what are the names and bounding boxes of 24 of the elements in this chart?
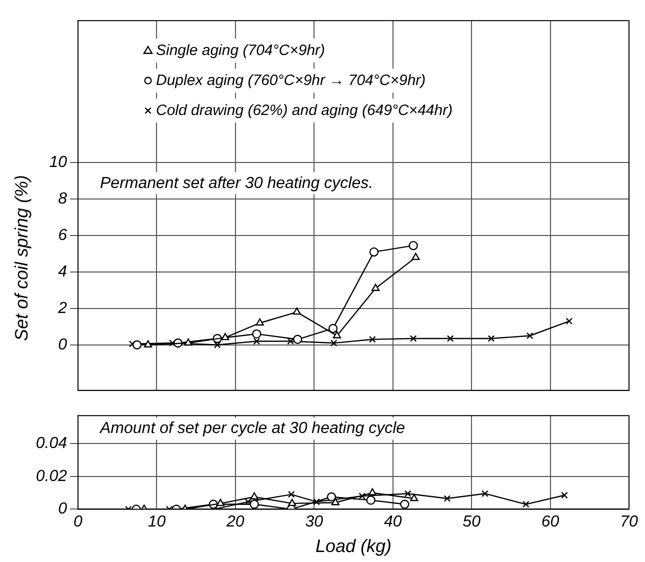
x-tick-label: 30: [305, 513, 324, 530]
y-tick-label: 0.02: [36, 468, 68, 485]
y-tick-label: 0: [58, 500, 68, 518]
y-tick-label: 8: [58, 190, 68, 208]
x-tick-label: 0: [74, 513, 83, 530]
x-tick-label: 50: [462, 513, 481, 530]
x-tick-label: 20: [226, 513, 244, 530]
x-axis-title: Load (kg): [315, 536, 392, 556]
y-tick-label: 0: [58, 336, 68, 354]
x-tick-label: 60: [541, 513, 560, 530]
legend-label: Duplex aging (760°C×9hr → 704°C×9hr): [156, 72, 426, 89]
legend-label: Single aging (704°C×9hr): [156, 42, 326, 59]
x-tick-label: 70: [620, 513, 638, 530]
x-tick-label: 10: [148, 513, 166, 530]
y-tick-label: 4: [58, 263, 68, 280]
x-tick-label: 40: [384, 513, 402, 530]
y-tick-label: 2: [57, 300, 68, 317]
annotation: Amount of set per cycle at 30 heating cycle: [99, 420, 406, 438]
legend-label: Cold drawing (62%) and aging (649°C×44hr): [156, 102, 453, 119]
y-tick-label: 6: [58, 227, 68, 244]
y-axis-title: Set of coil spring (%): [12, 174, 32, 342]
y-tick-label: 0.04: [36, 434, 68, 452]
y-tick-label: 10: [49, 154, 68, 172]
annotation: Permanent set after 30 heating cycles.: [100, 174, 374, 192]
